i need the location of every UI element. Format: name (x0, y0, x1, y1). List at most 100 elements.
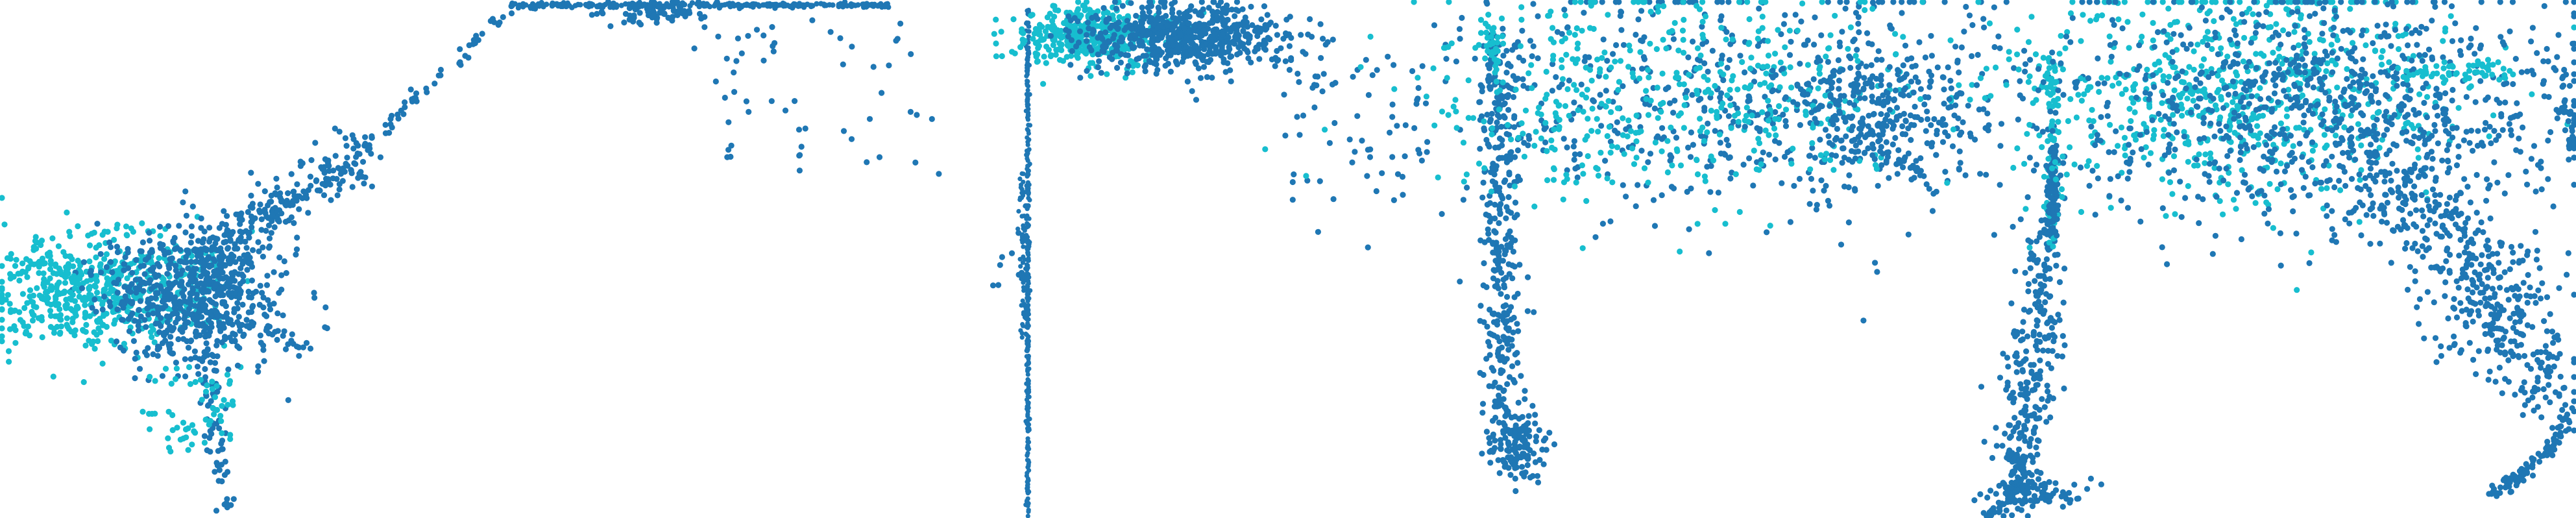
scatter-point (907, 108, 914, 115)
scatter-point (1536, 105, 1542, 111)
scatter-point (136, 306, 142, 313)
scatter-point (202, 269, 208, 275)
scatter-point (104, 228, 111, 235)
scatter-point (245, 251, 251, 258)
scatter-point (47, 324, 54, 330)
scatter-point (1677, 248, 1683, 255)
scatter-point (175, 336, 182, 343)
scatter-point (1492, 45, 1500, 52)
scatter-point (224, 228, 230, 236)
scatter-point (1025, 367, 1030, 372)
scatter-point (1705, 120, 1711, 127)
scatter-point (201, 433, 208, 439)
scatter-point (72, 298, 79, 304)
scatter-point (1320, 71, 1327, 77)
scatter-point (181, 259, 188, 265)
scatter-point (1261, 3, 1268, 10)
scatter-point (1224, 17, 1230, 23)
scatter-point (59, 290, 66, 297)
scatter-point (265, 222, 273, 228)
scatter-point (350, 145, 357, 152)
scatter-point (1165, 60, 1171, 67)
scatter-point (200, 328, 207, 335)
scatter-point (212, 282, 219, 289)
scatter-point (1484, 34, 1490, 41)
scatter-point (1518, 120, 1525, 127)
scatter-point (19, 291, 26, 297)
scatter-point (86, 286, 92, 293)
scatter-point (1664, 169, 1671, 176)
scatter-point (1651, 223, 1659, 229)
scatter-point (1643, 88, 1649, 94)
scatter-point (1450, 103, 1457, 110)
scatter-point (0, 325, 5, 332)
scatter-point (1022, 302, 1027, 307)
scatter-point (266, 243, 273, 250)
scatter-point (133, 256, 140, 264)
scatter-point (869, 2, 875, 8)
scatter-point (1329, 81, 1336, 88)
scatter-point (2033, 162, 2040, 168)
scatter-point (1676, 81, 1683, 88)
scatter-point (1551, 441, 1558, 448)
scatter-point (840, 61, 846, 68)
scatter-point (1369, 72, 1376, 79)
scatter-point (1476, 160, 1483, 167)
scatter-point (731, 89, 738, 95)
scatter-point (1511, 183, 1518, 190)
scatter-point (760, 32, 767, 39)
scatter-point (258, 339, 264, 346)
scatter-point (185, 447, 191, 453)
scatter-point (165, 445, 173, 451)
scatter-point (1501, 154, 1508, 161)
scatter-point (53, 300, 60, 307)
scatter-point (47, 312, 55, 319)
scatter-point (216, 262, 223, 268)
scatter-point (1024, 354, 1029, 359)
scatter-point (382, 130, 389, 136)
scatter-point (1755, 43, 1761, 49)
scatter-point (681, 8, 687, 14)
scatter-point (1505, 439, 1511, 445)
scatter-point (206, 225, 213, 231)
scatter-point (1740, 162, 1747, 168)
scatter-point (1579, 162, 1585, 169)
scatter-point (193, 291, 200, 298)
scatter-point (1411, 0, 1417, 5)
scatter-point (218, 440, 225, 447)
scatter-point (1154, 67, 1161, 73)
scatter-point (1490, 383, 1496, 389)
scatter-point (1133, 12, 1139, 19)
scatter-point (1594, 56, 1601, 63)
scatter-point (1746, 16, 1753, 23)
scatter-point (1197, 75, 1204, 81)
scatter-point (796, 167, 803, 174)
scatter-point (221, 253, 227, 260)
scatter-point (594, 3, 601, 10)
scatter-point (0, 263, 5, 269)
scatter-point (523, 2, 529, 8)
scatter-point (1588, 77, 1595, 84)
scatter-point (1839, 29, 1845, 35)
scatter-point (121, 341, 127, 347)
scatter-point (1089, 60, 1096, 66)
scatter-point (1029, 12, 1036, 18)
scatter-point (6, 358, 12, 365)
scatter-point (1026, 509, 1031, 514)
scatter-point (1498, 344, 1505, 351)
scatter-point (288, 171, 295, 177)
scatter-point (1617, 58, 1624, 64)
scatter-point (122, 293, 128, 300)
scatter-point (1700, 35, 1707, 42)
scatter-point (1025, 29, 1030, 34)
scatter-point (1788, 84, 1795, 91)
scatter-point (1717, 140, 1723, 146)
scatter-point (1286, 67, 1293, 73)
scatter-point (1367, 33, 1374, 40)
scatter-point (1531, 309, 1537, 315)
scatter-point (1221, 39, 1228, 45)
scatter-point (1123, 52, 1129, 58)
scatter-point (114, 306, 121, 313)
scatter-point (71, 273, 77, 279)
scatter-point (1240, 27, 1246, 34)
